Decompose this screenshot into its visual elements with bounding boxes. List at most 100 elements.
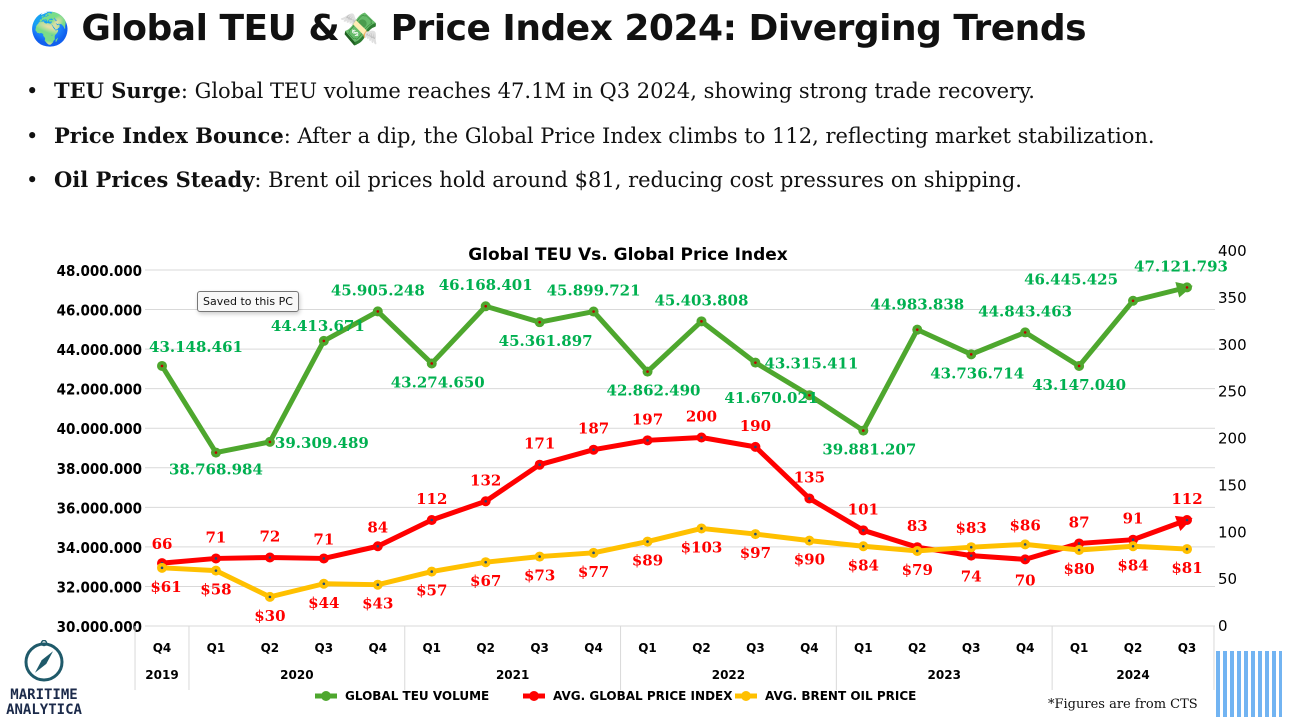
page-title: 🌍 Global TEU &💸 Price Index 2024: Diverg… bbox=[30, 8, 1087, 49]
data-point-center bbox=[268, 595, 272, 599]
bullet-text: : Global TEU volume reaches 47.1M in Q3 … bbox=[180, 79, 1035, 103]
data-point-center bbox=[1131, 538, 1135, 541]
data-point-center bbox=[1077, 542, 1081, 545]
series-line-1 bbox=[161, 435, 1188, 566]
bullet-heading: TEU Surge bbox=[54, 78, 181, 103]
globe-icon: 🌍 bbox=[30, 10, 70, 48]
data-label: 46.168.401 bbox=[439, 276, 533, 294]
left-axis-tick: 48.000.000 bbox=[57, 262, 142, 280]
right-axis-tick: 400 bbox=[1218, 242, 1247, 260]
left-axis-tick: 32.000.000 bbox=[57, 578, 142, 596]
data-point-center bbox=[430, 518, 434, 522]
data-label: $97 bbox=[740, 544, 771, 562]
compass-icon bbox=[24, 639, 64, 682]
data-label: 44.983.838 bbox=[870, 296, 964, 314]
data-label: $84 bbox=[1117, 556, 1148, 574]
data-point-center bbox=[214, 569, 218, 572]
data-label: 135 bbox=[794, 468, 825, 486]
bullet-heading: Oil Prices Steady bbox=[54, 167, 255, 192]
data-label: 70 bbox=[1015, 571, 1036, 589]
data-label: $61 bbox=[150, 578, 181, 596]
data-point-center bbox=[1185, 547, 1189, 551]
bullet-item: TEU Surge: Global TEU volume reaches 47.… bbox=[26, 78, 1155, 123]
logo-line-1: MARITIME bbox=[10, 687, 78, 703]
data-point-center bbox=[646, 439, 649, 442]
data-point-center bbox=[376, 544, 380, 548]
x-axis-quarter-label: Q4 bbox=[584, 641, 603, 655]
x-axis-quarter-label: Q3 bbox=[1178, 641, 1197, 655]
data-label: $30 bbox=[254, 607, 285, 625]
data-label: 132 bbox=[470, 471, 501, 489]
right-axis-tick: 0 bbox=[1218, 617, 1228, 635]
bullet-heading: Price Index Bounce bbox=[54, 122, 284, 148]
right-axis-tick: 100 bbox=[1218, 523, 1247, 541]
data-label: 43.315.411 bbox=[764, 355, 858, 373]
data-label: 41.670.021 bbox=[724, 389, 818, 407]
bullet-item: Price Index Bounce: After a dip, the Glo… bbox=[26, 123, 1155, 168]
data-point-center bbox=[322, 339, 326, 343]
x-axis-quarter-label: Q1 bbox=[854, 641, 873, 655]
data-point-center bbox=[1131, 544, 1135, 548]
x-axis-year-label: 2024 bbox=[1116, 668, 1149, 682]
data-label: 87 bbox=[1069, 513, 1090, 531]
data-point-center bbox=[1185, 286, 1189, 289]
data-point-center bbox=[214, 451, 218, 454]
data-label: 101 bbox=[848, 500, 879, 518]
x-axis-quarter-label: Q1 bbox=[1070, 641, 1089, 655]
x-axis-quarter-label: Q2 bbox=[692, 641, 711, 655]
data-label: $83 bbox=[956, 519, 987, 537]
data-label: $73 bbox=[524, 567, 555, 585]
data-label: $57 bbox=[416, 582, 447, 600]
data-label: 45.905.248 bbox=[331, 281, 425, 299]
data-point-center bbox=[484, 560, 487, 564]
data-point-center bbox=[268, 440, 272, 444]
data-label: 200 bbox=[686, 408, 717, 426]
data-label: 83 bbox=[907, 517, 928, 535]
data-point-center bbox=[754, 445, 757, 449]
data-label: 44.413.671 bbox=[271, 317, 365, 335]
qr-code bbox=[1216, 651, 1282, 717]
left-axis-tick: 30.000.000 bbox=[57, 618, 142, 636]
data-label: 91 bbox=[1123, 510, 1144, 528]
data-label: $79 bbox=[902, 561, 933, 579]
data-point-center bbox=[700, 320, 703, 323]
x-axis-quarter-label: Q4 bbox=[369, 641, 388, 655]
data-point-center bbox=[969, 545, 973, 549]
data-label: 187 bbox=[578, 420, 609, 438]
legend-label: AVG. GLOBAL PRICE INDEX bbox=[553, 689, 733, 703]
data-label: $81 bbox=[1171, 559, 1202, 577]
data-point-center bbox=[322, 582, 326, 586]
series-line-2 bbox=[161, 525, 1188, 600]
x-axis-year-label: 2020 bbox=[280, 668, 313, 682]
data-label: 43.736.714 bbox=[930, 364, 1024, 382]
data-point-center bbox=[592, 551, 595, 555]
legend-label: GLOBAL TEU VOLUME bbox=[345, 689, 489, 703]
data-point-center bbox=[700, 436, 703, 439]
data-label: 39.881.207 bbox=[822, 441, 916, 459]
data-point-center bbox=[592, 310, 595, 313]
data-label: 71 bbox=[313, 530, 334, 548]
right-axis-tick: 150 bbox=[1218, 476, 1247, 494]
data-point-center bbox=[646, 540, 649, 543]
data-point-center bbox=[1023, 543, 1027, 546]
data-label: 45.361.897 bbox=[499, 332, 593, 350]
data-label: 39.309.489 bbox=[275, 434, 369, 452]
right-axis-tick: 300 bbox=[1218, 336, 1247, 354]
data-point-center bbox=[322, 557, 326, 560]
data-label: $90 bbox=[794, 551, 825, 569]
data-point-center bbox=[538, 463, 541, 466]
data-point-center bbox=[214, 557, 218, 560]
data-point-center bbox=[376, 583, 380, 586]
left-axis-tick: 42.000.000 bbox=[57, 381, 142, 399]
x-axis-quarter-label: Q3 bbox=[962, 641, 981, 655]
x-axis-quarter-label: Q1 bbox=[638, 641, 657, 655]
left-axis-tick: 36.000.000 bbox=[57, 499, 142, 517]
data-point-center bbox=[915, 328, 919, 331]
data-label: 44.843.463 bbox=[978, 302, 1072, 320]
data-point-center bbox=[1077, 548, 1081, 552]
series-line-0 bbox=[159, 284, 1188, 456]
x-axis-quarter-label: Q3 bbox=[315, 641, 334, 655]
right-axis-tick: 50 bbox=[1218, 570, 1237, 588]
data-label: 71 bbox=[206, 528, 227, 546]
